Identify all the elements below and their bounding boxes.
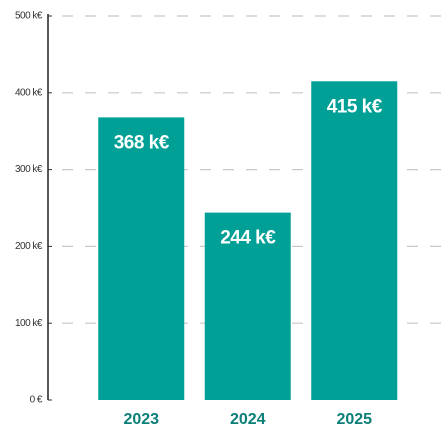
bar <box>98 117 185 400</box>
x-tick-label: 2024 <box>230 411 266 427</box>
y-tick-label: 100 k€ <box>15 318 43 329</box>
y-tick-label: 0 € <box>30 395 43 406</box>
data-label: 368 k€ <box>114 132 170 153</box>
y-tick-label: 300 k€ <box>15 164 43 175</box>
x-tick-label: 2023 <box>123 411 159 427</box>
data-label: 415 k€ <box>327 96 383 117</box>
y-tick-label: 200 k€ <box>15 241 43 252</box>
y-tick-label: 500 k€ <box>15 11 43 22</box>
y-tick-label: 400 k€ <box>15 87 43 98</box>
bar <box>204 212 291 400</box>
data-label: 244 k€ <box>220 228 276 249</box>
bar <box>311 81 398 400</box>
x-tick-label: 2025 <box>336 411 372 427</box>
